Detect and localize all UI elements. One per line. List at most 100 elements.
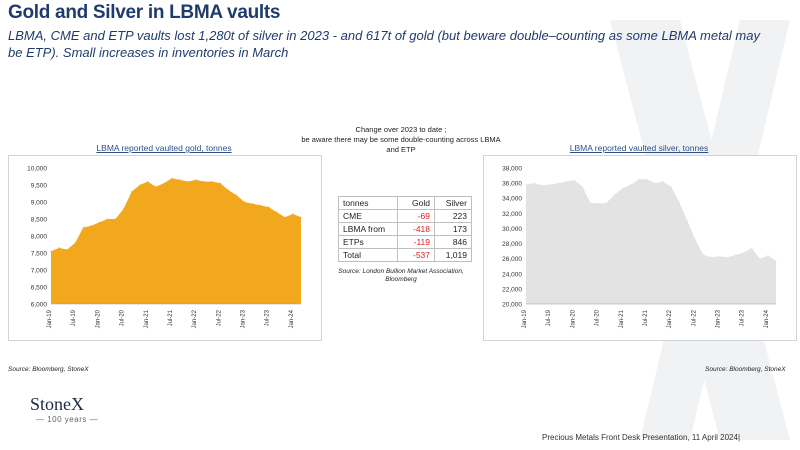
data-point (155, 186, 157, 188)
data-point (751, 247, 753, 249)
gold-chart-source: Source: Bloomberg, StoneX (8, 366, 89, 373)
y-tick-label: 7,000 (31, 268, 48, 275)
table-cell: 1,019 (434, 248, 472, 262)
y-tick-label: 9,500 (31, 183, 48, 190)
data-point (662, 181, 664, 183)
x-tick-label: Jul-22 (691, 309, 697, 326)
x-tick-label: Jan-23 (241, 309, 247, 328)
x-tick-label: Jul-20 (120, 309, 126, 326)
table-cell: -418 (397, 222, 435, 236)
data-point (66, 249, 68, 251)
table-cell: -69 (397, 209, 435, 223)
data-point (767, 255, 769, 257)
page-title: Gold and Silver in LBMA vaults (8, 2, 281, 23)
table-row: CME -69 223 (338, 209, 472, 223)
data-point (598, 202, 600, 205)
data-point (243, 201, 246, 203)
change-table: tonnes Gold Silver CME -69 223 LBMA from… (338, 196, 472, 262)
data-point (581, 186, 584, 188)
data-point (300, 216, 302, 218)
data-point (727, 256, 729, 258)
x-tick-label: Jan-22 (192, 309, 198, 328)
table-cell: -119 (397, 235, 435, 249)
x-tick-label: Jan-20 (570, 309, 576, 328)
table-header-row: tonnes Gold Silver (338, 196, 472, 210)
x-tick-label: Jan-19 (522, 309, 528, 328)
data-point (276, 211, 278, 213)
page-subtitle: LBMA, CME and ETP vaults lost 1,280t of … (8, 28, 760, 60)
x-tick-label: Jan-21 (144, 309, 150, 328)
stonex-logo: StoneX (30, 394, 84, 414)
data-point (541, 184, 543, 186)
data-point (549, 184, 551, 186)
y-tick-label: 20,000 (502, 302, 522, 309)
silver-chart: 20,000 22,000 24,000 26,000 28,000 30,000 32,0… (502, 166, 777, 328)
data-point (82, 226, 84, 229)
data-point (670, 186, 672, 188)
data-point (58, 247, 60, 249)
table-cell: 846 (434, 235, 472, 249)
data-point (686, 220, 688, 222)
data-point (98, 221, 100, 223)
data-point (195, 179, 197, 181)
table-source-note: Source: London Bullion Market Associatio… (338, 268, 464, 283)
data-point (139, 184, 141, 186)
x-tick-label: Jul-19 (71, 309, 77, 326)
x-tick-label: Jan-20 (95, 309, 101, 328)
gold-chart: 6,000 6,500 7,000 7,500 8,000 8,500 9,000 9,500… (27, 166, 302, 328)
data-point (163, 182, 165, 184)
x-tick-label: Jan-19 (47, 309, 53, 328)
data-point (268, 206, 270, 208)
y-tick-label: 7,500 (31, 251, 48, 258)
x-tick-label: Jul-21 (168, 309, 174, 326)
change-note-line-3: and ETP (386, 145, 416, 154)
data-point (284, 216, 286, 218)
data-point (743, 252, 745, 254)
data-point (227, 189, 229, 191)
x-tick-label: Jul-19 (546, 309, 552, 326)
table-cell: LBMA from (338, 222, 398, 236)
gold-chart-title: LBMA reported vaulted gold, tonnes (96, 143, 232, 153)
y-tick-label: 9,000 (31, 200, 48, 207)
data-point (114, 218, 117, 220)
silver-chart-source: Source: Bloomberg, StoneX (705, 366, 786, 373)
series-area (526, 179, 776, 304)
data-point (50, 250, 52, 252)
change-note-line-1: Change over 2023 to date ; (355, 125, 447, 134)
y-tick-label: 38,000 (502, 166, 522, 173)
table-row: LBMA from -418 173 (338, 222, 472, 236)
data-point (203, 181, 205, 183)
data-point (252, 203, 254, 205)
table-cell: -537 (397, 248, 435, 262)
y-tick-label: 8,500 (31, 217, 48, 224)
change-note: Change over 2023 to date ; be aware ther… (288, 125, 514, 155)
y-tick-label: 36,000 (502, 181, 522, 188)
series-area (51, 178, 301, 304)
data-point (710, 256, 713, 258)
data-point (187, 181, 189, 183)
data-point (646, 178, 648, 180)
data-point (123, 208, 125, 210)
data-point (606, 202, 608, 204)
data-point (74, 242, 76, 244)
data-point (106, 218, 109, 220)
data-point (557, 182, 559, 184)
data-point (759, 258, 761, 260)
data-point (211, 181, 213, 183)
x-tick-label: Jan-21 (619, 309, 625, 328)
data-point (638, 178, 640, 180)
x-tick-label: Jul-20 (595, 309, 601, 326)
data-point (654, 182, 656, 184)
gold-chart-panel: 6,000 6,500 7,000 7,500 8,000 8,500 9,000 9,500… (8, 155, 322, 341)
table-cell: CME (338, 209, 398, 223)
data-point (589, 202, 592, 204)
data-point (179, 179, 181, 181)
data-point (694, 239, 696, 241)
change-note-line-2: be aware there may be some double-counti… (301, 135, 501, 144)
data-point (622, 187, 624, 189)
y-tick-label: 8,000 (31, 234, 48, 241)
y-tick-label: 22,000 (502, 286, 522, 293)
data-point (775, 260, 777, 262)
y-tick-label: 10,000 (27, 166, 47, 173)
y-tick-label: 6,000 (31, 302, 48, 309)
